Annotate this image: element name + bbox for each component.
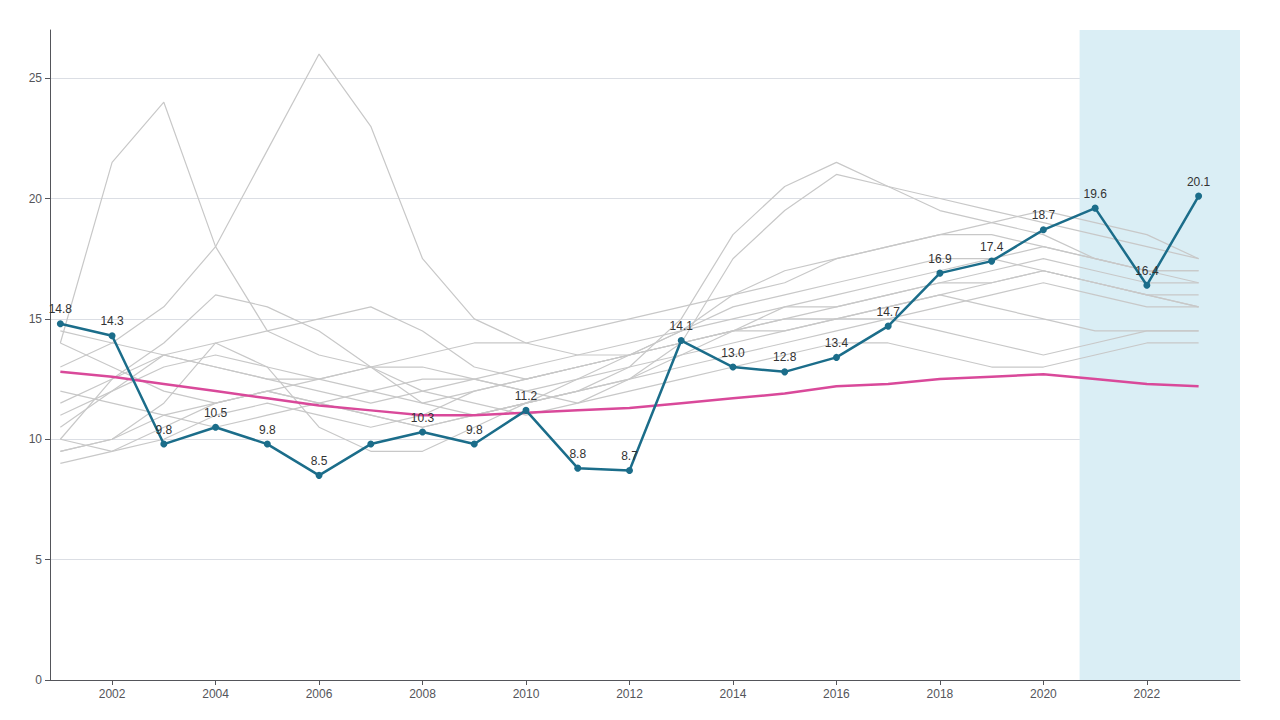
svg-text:2018: 2018 (927, 687, 954, 701)
svg-text:12.8: 12.8 (773, 350, 797, 364)
svg-text:14.7: 14.7 (876, 305, 900, 319)
svg-text:11.2: 11.2 (515, 389, 538, 403)
svg-text:20.1: 20.1 (1187, 175, 1211, 189)
svg-text:18.7: 18.7 (1032, 208, 1056, 222)
svg-text:2016: 2016 (823, 687, 850, 701)
svg-text:10.3: 10.3 (411, 411, 435, 425)
svg-text:20: 20 (29, 192, 43, 206)
svg-text:15: 15 (29, 312, 43, 326)
svg-text:9.8: 9.8 (259, 423, 276, 437)
svg-text:5: 5 (35, 553, 42, 567)
svg-text:2004: 2004 (202, 687, 229, 701)
svg-text:9.8: 9.8 (155, 423, 172, 437)
svg-text:10: 10 (29, 432, 43, 446)
svg-text:13.0: 13.0 (721, 346, 745, 360)
svg-text:2012: 2012 (616, 687, 643, 701)
svg-text:2006: 2006 (306, 687, 333, 701)
svg-text:8.7: 8.7 (621, 449, 638, 463)
svg-text:19.6: 19.6 (1083, 187, 1107, 201)
svg-text:16.9: 16.9 (928, 252, 952, 266)
svg-text:2014: 2014 (720, 687, 747, 701)
svg-text:0: 0 (35, 673, 42, 687)
svg-text:25: 25 (29, 71, 43, 85)
svg-text:10.5: 10.5 (204, 406, 228, 420)
svg-text:2022: 2022 (1134, 687, 1161, 701)
svg-text:2002: 2002 (99, 687, 126, 701)
svg-text:16.4: 16.4 (1135, 264, 1159, 278)
svg-text:8.5: 8.5 (311, 454, 328, 468)
svg-text:9.8: 9.8 (466, 423, 483, 437)
svg-text:17.4: 17.4 (980, 240, 1004, 254)
svg-text:2008: 2008 (409, 687, 436, 701)
svg-text:2020: 2020 (1030, 687, 1057, 701)
svg-text:14.1: 14.1 (670, 319, 694, 333)
svg-text:14.3: 14.3 (100, 314, 124, 328)
svg-text:2010: 2010 (513, 687, 540, 701)
svg-text:8.8: 8.8 (569, 447, 586, 461)
svg-text:14.8: 14.8 (49, 302, 73, 316)
svg-text:13.4: 13.4 (825, 336, 849, 350)
